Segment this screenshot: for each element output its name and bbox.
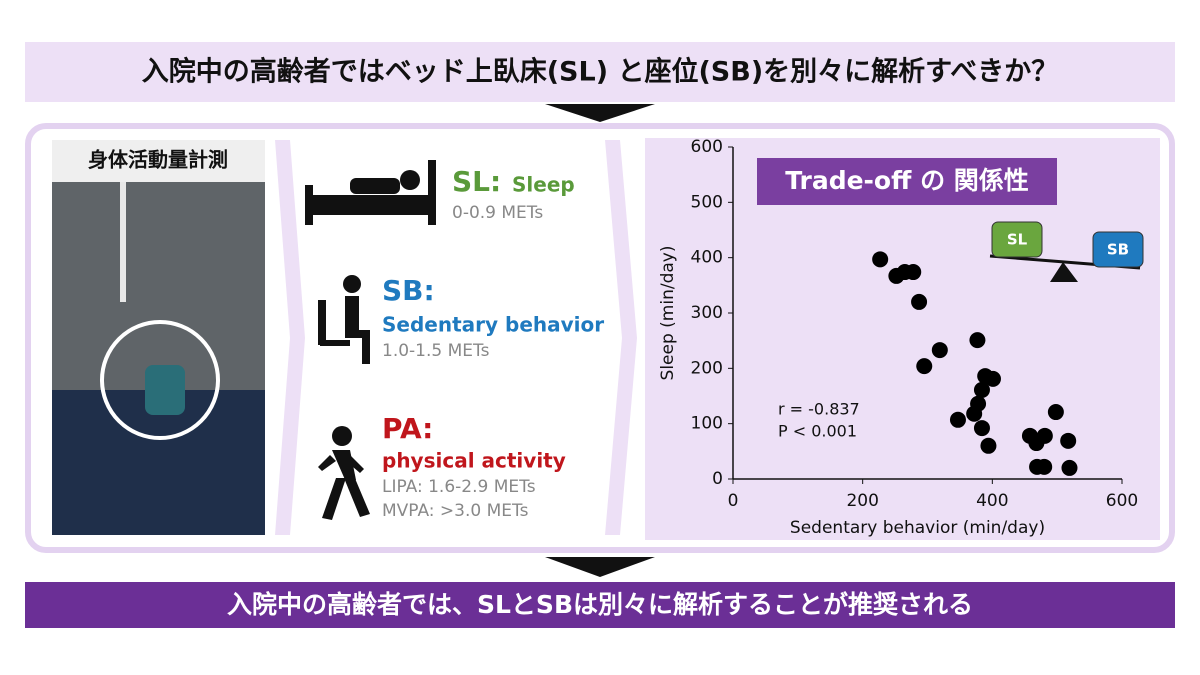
x-axis-label: Sedentary behavior (min/day): [790, 518, 1045, 538]
photo-lanyard: [120, 182, 126, 302]
balance-icon: [989, 221, 1144, 282]
point: [1060, 432, 1077, 449]
chart-title-box: [757, 158, 1057, 205]
point: [911, 293, 928, 310]
arrow-down: [545, 104, 655, 122]
sb-code: SB:: [382, 274, 435, 307]
header-title: 入院中の高齢者ではベッド上臥床(SL) と座位(SB)を別々に解析すべきか？: [142, 56, 1059, 88]
point: [949, 411, 966, 428]
pa-name: physical activity: [382, 449, 566, 473]
point: [931, 342, 948, 359]
photo-label-box: [52, 140, 265, 182]
chart-title: Trade-off の 関係性: [785, 166, 1029, 195]
x-tick-label: 400: [976, 491, 1008, 511]
point: [966, 405, 983, 422]
photo-circle: [100, 320, 220, 440]
sitting-icon: [318, 275, 370, 364]
annotation: r = -0.837: [778, 400, 860, 419]
y-tick-label: 0: [712, 469, 723, 489]
footer-banner: [25, 582, 1175, 628]
point: [973, 420, 990, 437]
point: [973, 381, 990, 398]
arrow-down: [545, 557, 655, 577]
pa-mets: LIPA: 1.6-2.9 METs: [382, 477, 536, 497]
sl-mets: 0-0.9 METs: [452, 203, 543, 223]
pa-mets: MVPA: >3.0 METs: [382, 501, 529, 521]
y-tick-label: 200: [691, 358, 723, 378]
y-tick-label: 100: [691, 414, 723, 434]
photo-label: 身体活動量計測: [88, 148, 228, 172]
x-tick-label: 600: [1106, 491, 1138, 511]
sb-name: Sedentary behavior: [382, 313, 604, 337]
balance-label: SB: [1107, 241, 1129, 259]
photo-device: [145, 365, 185, 415]
chevron: [605, 140, 637, 535]
point: [1061, 459, 1078, 476]
point: [905, 264, 922, 281]
point: [1047, 404, 1064, 421]
point: [984, 370, 1001, 387]
point: [980, 437, 997, 454]
sb-mets: 1.0-1.5 METs: [382, 341, 490, 361]
pa-code: PA:: [382, 412, 433, 445]
chevron: [275, 140, 305, 535]
point: [916, 358, 933, 375]
header-banner: [25, 42, 1175, 102]
point: [872, 251, 889, 268]
y-tick-label: 400: [691, 248, 723, 268]
y-tick-label: 300: [691, 303, 723, 323]
point: [969, 332, 986, 349]
point: [1036, 427, 1053, 444]
balance-label: SL: [1007, 231, 1028, 249]
sl-name: Sleep: [512, 173, 575, 197]
footer-conclusion: 入院中の高齢者では、SLとSBは別々に解析することが推奨される: [227, 590, 973, 619]
chart: 0 100 200 300 400 500 600 0 200 400 600 Sedentary b…: [658, 137, 1138, 538]
sl-code: SL:: [452, 165, 501, 198]
annotation: P < 0.001: [778, 422, 857, 441]
x-tick-label: 200: [846, 491, 878, 511]
y-tick-label: 500: [691, 192, 723, 212]
walking-icon: [318, 426, 370, 520]
point: [1036, 458, 1053, 475]
x-tick-label: 0: [728, 491, 739, 511]
y-tick-label: 600: [691, 137, 723, 157]
y-axis-label: Sleep (min/day): [658, 246, 678, 381]
bed-icon: [305, 160, 436, 225]
